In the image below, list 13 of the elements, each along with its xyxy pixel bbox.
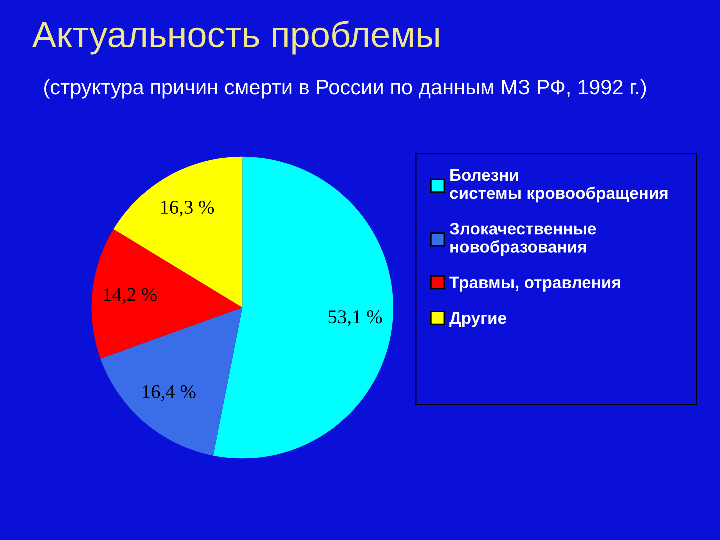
chart-subtitle: (структура причин смерти в России по данным МЗ РФ, 1992 г.) (44, 79, 646, 99)
data-label: 16,3 % (161, 200, 214, 217)
pie-slice (92, 229, 243, 359)
data-label: 53,1 % (328, 310, 382, 326)
pie-slice (213, 156, 394, 459)
chart-title: Актуальность проблемы (32, 20, 439, 55)
legend-label: Болезни системы кровообращения (450, 170, 668, 203)
data-label: 16,4 % (143, 385, 196, 402)
data-label: 14,2 % (104, 288, 157, 304)
legend-label: Другие (450, 312, 506, 328)
legend-label: Травмы, отравления (450, 276, 620, 292)
legend-label: Злокачественные новобразования (450, 223, 596, 256)
pie-slice (100, 308, 243, 456)
